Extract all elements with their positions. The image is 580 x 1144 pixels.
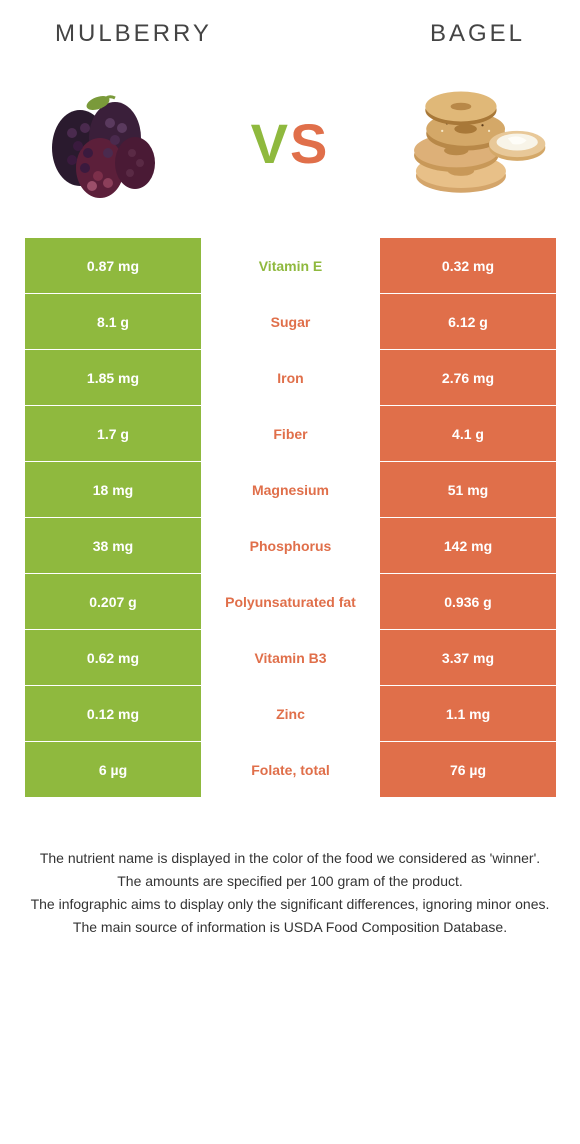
cell-left-value: 0.62 mg bbox=[24, 630, 201, 686]
food-title-right: Bagel bbox=[430, 20, 525, 48]
cell-left-value: 38 mg bbox=[24, 518, 201, 574]
table-row: 0.12 mgZinc1.1 mg bbox=[24, 686, 556, 742]
footer-line-1: The nutrient name is displayed in the co… bbox=[30, 848, 550, 869]
cell-left-value: 1.85 mg bbox=[24, 350, 201, 406]
header: Mulberry Bagel bbox=[0, 0, 580, 58]
cell-right-value: 0.32 mg bbox=[379, 238, 556, 294]
cell-nutrient-name: Sugar bbox=[201, 294, 379, 350]
cell-right-value: 2.76 mg bbox=[379, 350, 556, 406]
table-row: 18 mgMagnesium51 mg bbox=[24, 462, 556, 518]
cell-right-value: 0.936 g bbox=[379, 574, 556, 630]
cell-nutrient-name: Magnesium bbox=[201, 462, 379, 518]
cell-right-value: 6.12 g bbox=[379, 294, 556, 350]
vs-v: V bbox=[251, 112, 290, 175]
cell-nutrient-name: Zinc bbox=[201, 686, 379, 742]
table-row: 0.87 mgVitamin E0.32 mg bbox=[24, 238, 556, 294]
table-row: 38 mgPhosphorus142 mg bbox=[24, 518, 556, 574]
cell-left-value: 1.7 g bbox=[24, 406, 201, 462]
table-row: 1.85 mgIron2.76 mg bbox=[24, 350, 556, 406]
cell-right-value: 76 µg bbox=[379, 742, 556, 798]
table-row: 0.207 gPolyunsaturated fat0.936 g bbox=[24, 574, 556, 630]
cell-left-value: 8.1 g bbox=[24, 294, 201, 350]
cell-right-value: 1.1 mg bbox=[379, 686, 556, 742]
footer-notes: The nutrient name is displayed in the co… bbox=[0, 798, 580, 938]
table-row: 6 µgFolate, total76 µg bbox=[24, 742, 556, 798]
nutrient-table: 0.87 mgVitamin E0.32 mg8.1 gSugar6.12 g1… bbox=[24, 238, 556, 798]
cell-nutrient-name: Fiber bbox=[201, 406, 379, 462]
cell-left-value: 0.207 g bbox=[24, 574, 201, 630]
mulberry-image bbox=[30, 78, 180, 208]
cell-nutrient-name: Phosphorus bbox=[201, 518, 379, 574]
hero-row: VS bbox=[0, 58, 580, 238]
cell-right-value: 3.37 mg bbox=[379, 630, 556, 686]
footer-line-4: The main source of information is USDA F… bbox=[30, 917, 550, 938]
vs-label: VS bbox=[251, 111, 330, 176]
footer-line-2: The amounts are specified per 100 gram o… bbox=[30, 871, 550, 892]
cell-nutrient-name: Vitamin E bbox=[201, 238, 379, 294]
cell-nutrient-name: Vitamin B3 bbox=[201, 630, 379, 686]
table-row: 1.7 gFiber4.1 g bbox=[24, 406, 556, 462]
cell-left-value: 18 mg bbox=[24, 462, 201, 518]
footer-line-3: The infographic aims to display only the… bbox=[30, 894, 550, 915]
bagel-image bbox=[400, 78, 550, 208]
cell-left-value: 0.12 mg bbox=[24, 686, 201, 742]
table-row: 8.1 gSugar6.12 g bbox=[24, 294, 556, 350]
cell-right-value: 4.1 g bbox=[379, 406, 556, 462]
cell-left-value: 6 µg bbox=[24, 742, 201, 798]
cell-left-value: 0.87 mg bbox=[24, 238, 201, 294]
food-title-left: Mulberry bbox=[55, 20, 212, 48]
table-row: 0.62 mgVitamin B33.37 mg bbox=[24, 630, 556, 686]
cell-nutrient-name: Polyunsaturated fat bbox=[201, 574, 379, 630]
vs-s: S bbox=[290, 112, 329, 175]
cell-right-value: 142 mg bbox=[379, 518, 556, 574]
cell-nutrient-name: Folate, total bbox=[201, 742, 379, 798]
cell-right-value: 51 mg bbox=[379, 462, 556, 518]
cell-nutrient-name: Iron bbox=[201, 350, 379, 406]
